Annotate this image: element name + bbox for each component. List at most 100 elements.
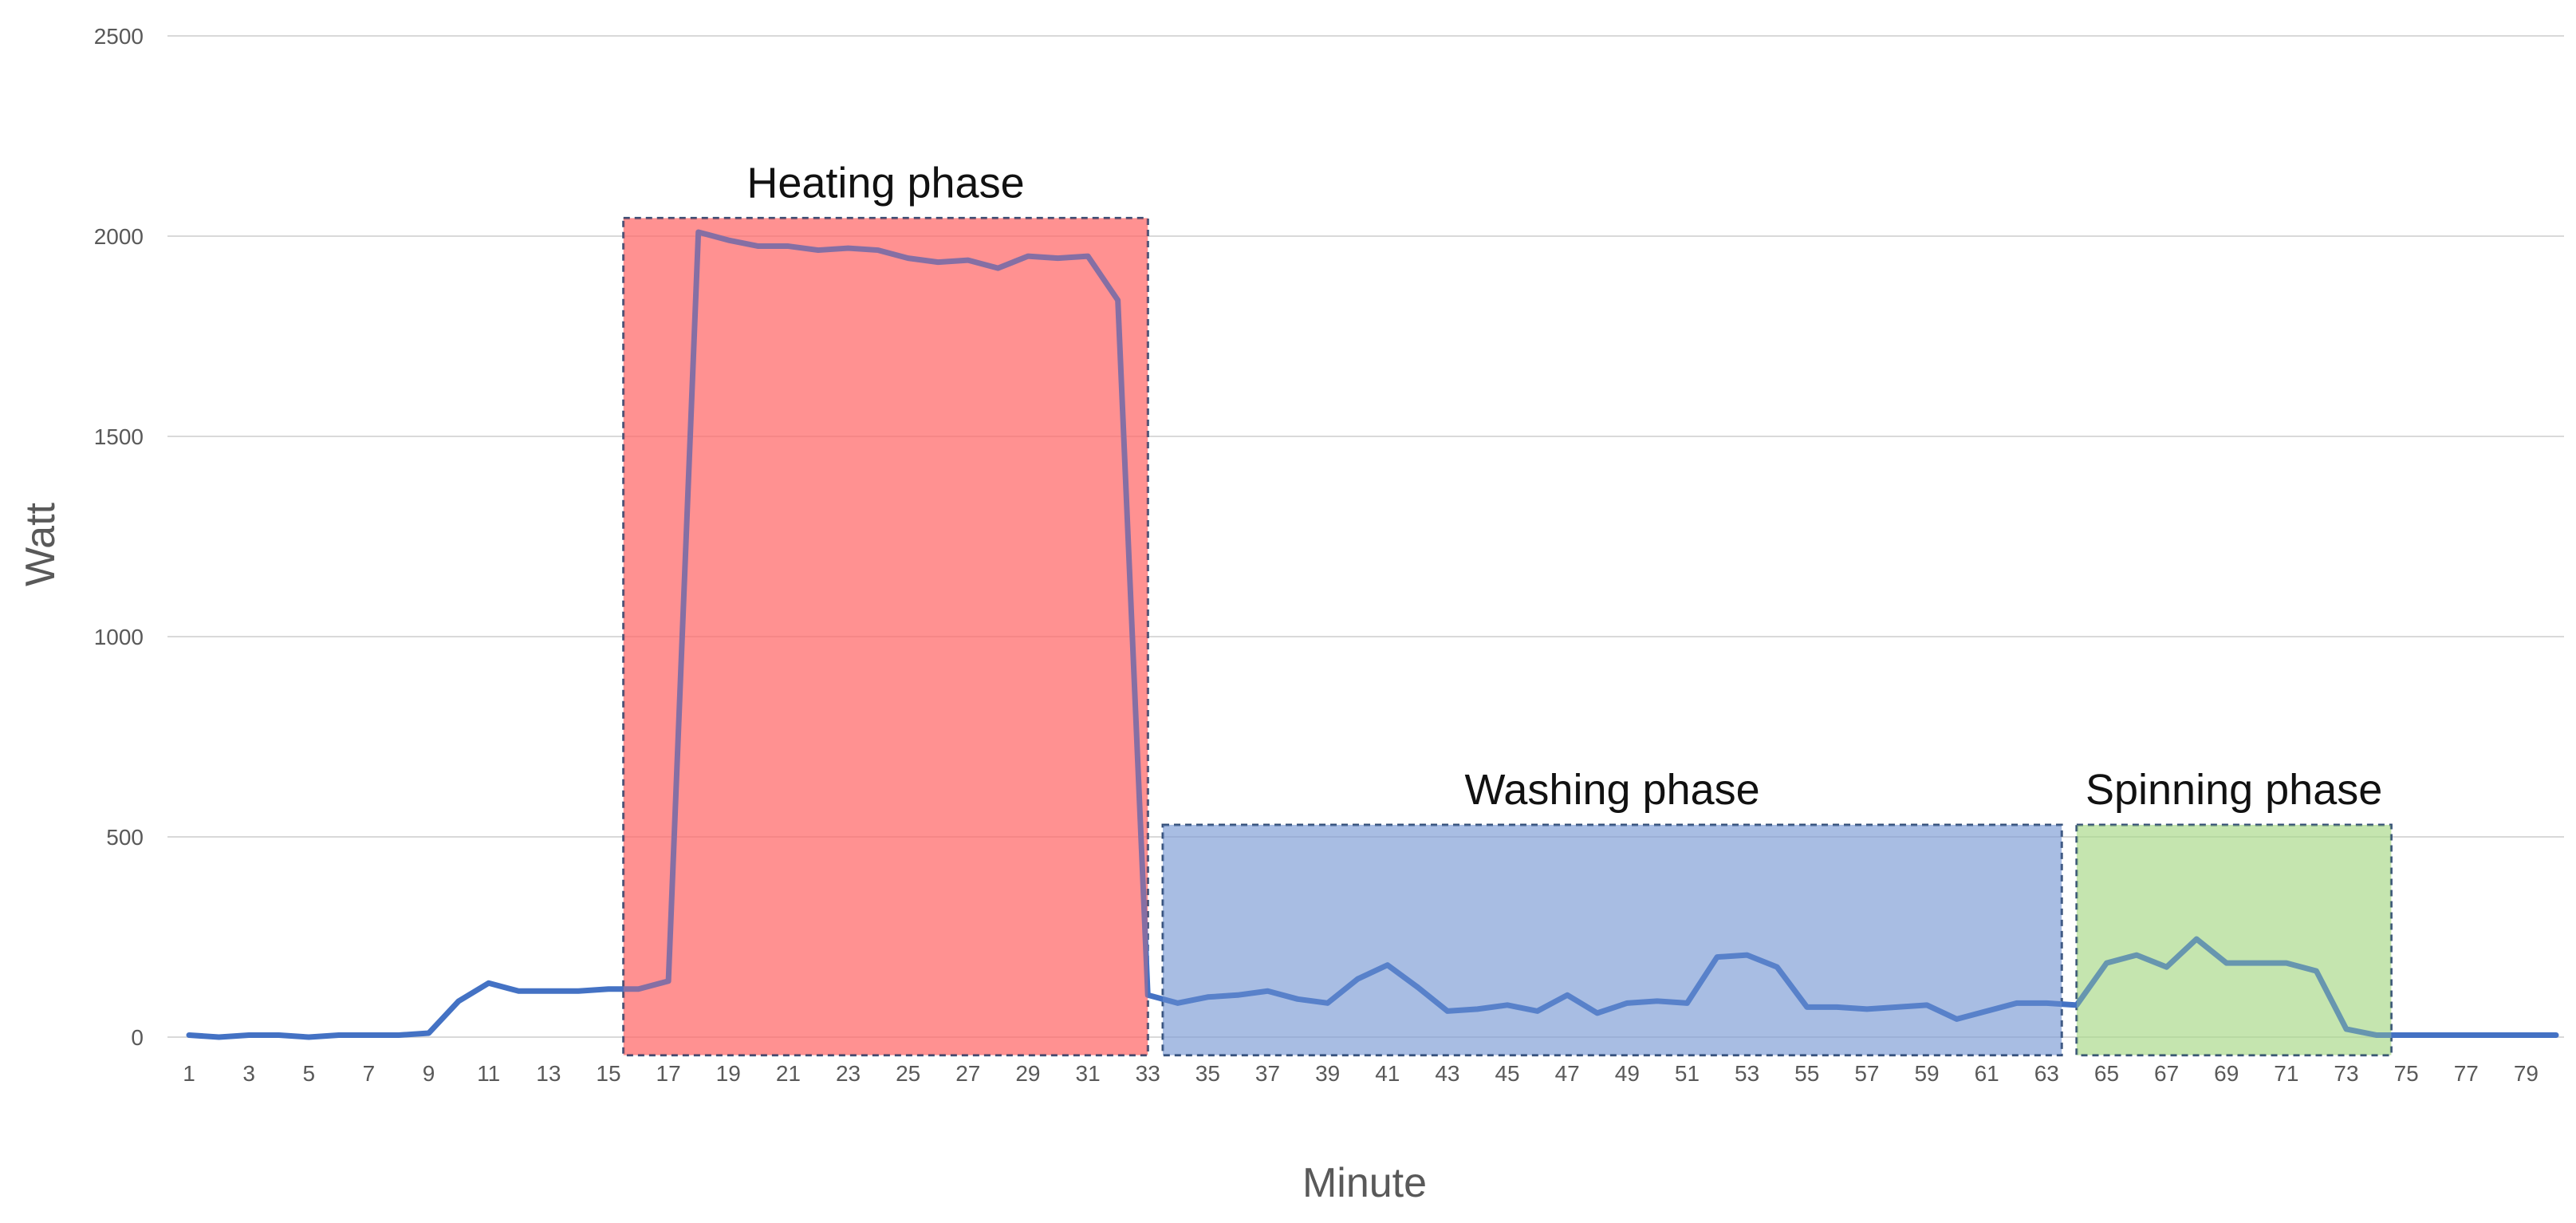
y-tick-label: 2000 bbox=[94, 224, 144, 249]
data-point bbox=[1327, 1002, 1329, 1004]
y-tick-label: 1500 bbox=[94, 424, 144, 449]
phase-band-tint-0 bbox=[623, 218, 1148, 1055]
data-point bbox=[877, 250, 879, 251]
x-tick-label: 55 bbox=[1794, 1061, 1819, 1086]
x-tick-label: 29 bbox=[1015, 1061, 1040, 1086]
x-tick-label: 57 bbox=[1854, 1061, 1879, 1086]
data-point bbox=[2166, 966, 2168, 968]
x-tick-label: 5 bbox=[302, 1061, 315, 1086]
x-tick-label: 3 bbox=[242, 1061, 255, 1086]
data-point bbox=[1267, 990, 1269, 992]
data-point bbox=[1207, 996, 1208, 998]
phase-band-tint-1 bbox=[1163, 824, 2062, 1055]
data-point bbox=[1237, 994, 1239, 996]
data-point bbox=[2346, 1028, 2347, 1030]
data-point bbox=[2525, 1034, 2527, 1036]
y-tick-label: 2500 bbox=[94, 24, 144, 49]
data-point bbox=[1566, 994, 1568, 996]
x-tick-label: 21 bbox=[776, 1061, 801, 1086]
data-point bbox=[577, 990, 579, 992]
data-point bbox=[188, 1034, 190, 1036]
data-point bbox=[2226, 962, 2227, 964]
data-point bbox=[1027, 255, 1029, 257]
data-point bbox=[967, 259, 969, 261]
data-point bbox=[787, 246, 789, 247]
phase-label-2: Spinning phase bbox=[2086, 766, 2382, 814]
data-point bbox=[2405, 1034, 2407, 1036]
data-point bbox=[368, 1034, 369, 1036]
data-point bbox=[608, 988, 609, 990]
x-tick-label: 49 bbox=[1615, 1061, 1640, 1086]
x-tick-label: 35 bbox=[1195, 1061, 1220, 1086]
data-point bbox=[2376, 1034, 2377, 1036]
phase-band-1 bbox=[1161, 823, 2063, 1057]
data-point bbox=[2046, 1002, 2047, 1004]
data-point bbox=[548, 990, 549, 992]
series-layer bbox=[186, 218, 2559, 1055]
data-point bbox=[518, 990, 519, 992]
y-axis-title: Watt bbox=[18, 502, 64, 586]
x-tick-label: 19 bbox=[716, 1061, 741, 1086]
data-point bbox=[1866, 1008, 1868, 1010]
data-point bbox=[1476, 1008, 1478, 1010]
phase-bands bbox=[622, 216, 2393, 1057]
x-tick-label: 15 bbox=[596, 1061, 620, 1086]
data-point bbox=[2255, 962, 2257, 964]
label-layer: Minute Watt Heating phase Washing phase Spin… bbox=[18, 159, 2382, 1206]
x-tick-label: 45 bbox=[1495, 1061, 1519, 1086]
x-tick-label: 1 bbox=[183, 1061, 195, 1086]
data-point bbox=[488, 982, 490, 984]
data-point bbox=[398, 1034, 400, 1036]
x-tick-label: 25 bbox=[896, 1061, 920, 1086]
x-tick-label: 79 bbox=[2514, 1061, 2539, 1086]
y-tick-label: 1000 bbox=[94, 625, 144, 649]
data-point bbox=[2465, 1034, 2467, 1036]
data-point bbox=[1507, 1004, 1508, 1006]
y-tick-label: 0 bbox=[131, 1025, 144, 1050]
data-point bbox=[1357, 978, 1358, 980]
data-point bbox=[2315, 970, 2317, 972]
data-point bbox=[1926, 1004, 1928, 1006]
x-tick-label: 7 bbox=[363, 1061, 376, 1086]
phase-label-1: Washing phase bbox=[1464, 766, 1759, 814]
data-point bbox=[2105, 962, 2107, 964]
x-tick-label: 47 bbox=[1555, 1061, 1580, 1086]
data-point bbox=[1626, 1002, 1628, 1004]
x-tick-label: 59 bbox=[1914, 1061, 1939, 1086]
x-tick-label: 77 bbox=[2454, 1061, 2479, 1086]
phase-band-tint-2 bbox=[2076, 824, 2392, 1055]
x-tick-label: 23 bbox=[836, 1061, 861, 1086]
data-point bbox=[1447, 1010, 1448, 1012]
series-line-0 bbox=[186, 229, 2559, 1040]
x-tick-label: 11 bbox=[477, 1061, 500, 1086]
data-point bbox=[1686, 1002, 1688, 1004]
data-point bbox=[638, 988, 640, 990]
data-point bbox=[2196, 938, 2197, 940]
data-point bbox=[1117, 299, 1119, 301]
data-point bbox=[1177, 1002, 1179, 1004]
data-point bbox=[1416, 986, 1418, 988]
phase-band-0 bbox=[622, 216, 1149, 1057]
x-tick-label: 33 bbox=[1136, 1061, 1160, 1086]
data-point bbox=[1656, 1000, 1658, 1002]
x-tick-label: 13 bbox=[536, 1061, 561, 1086]
y-tick-label: 500 bbox=[106, 825, 144, 850]
x-tick-label: 51 bbox=[1675, 1061, 1700, 1086]
x-tick-label: 71 bbox=[2274, 1061, 2298, 1086]
x-tick-label: 75 bbox=[2394, 1061, 2419, 1086]
x-tick-label: 67 bbox=[2154, 1061, 2179, 1086]
data-point bbox=[2555, 1034, 2557, 1036]
x-tick-label: 31 bbox=[1076, 1061, 1101, 1086]
data-point bbox=[1776, 966, 1778, 968]
data-point bbox=[278, 1034, 280, 1036]
data-point bbox=[2495, 1034, 2497, 1036]
data-point bbox=[2076, 1004, 2078, 1006]
x-tick-label: 73 bbox=[2334, 1061, 2358, 1086]
phase-label-0: Heating phase bbox=[746, 159, 1024, 207]
x-tick-label: 37 bbox=[1255, 1061, 1280, 1086]
data-point bbox=[428, 1032, 430, 1034]
data-point bbox=[698, 231, 699, 233]
